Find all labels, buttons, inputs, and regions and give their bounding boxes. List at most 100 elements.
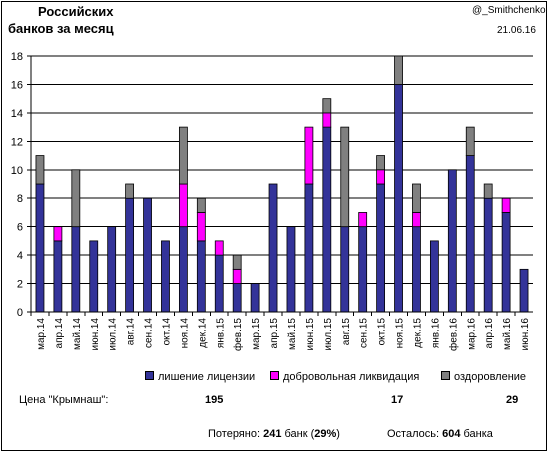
bar-segment (35, 155, 45, 185)
bar-segment (232, 254, 242, 270)
x-tick-label: ноя.14 (179, 318, 190, 349)
y-tick-label: 2 (17, 279, 23, 291)
bar-segment (214, 240, 224, 256)
lost-percent: 29% (314, 428, 337, 440)
x-tick-label: сен.14 (144, 318, 155, 348)
bar-segment (196, 197, 206, 213)
x-tick-label: апр.15 (269, 318, 280, 349)
bar-segment (465, 155, 475, 313)
remain-prefix: Осталось: (387, 428, 443, 440)
x-tick-label: янв.15 (215, 318, 226, 349)
bar-segment (53, 240, 63, 313)
y-tick-label: 12 (11, 136, 23, 148)
legend-swatch-voluntary (270, 371, 279, 380)
legend-label-sanation: оздоровление (454, 371, 527, 383)
x-tick-label: май.16 (502, 318, 513, 350)
lost-mid: банк ( (281, 428, 315, 440)
bar-segment (358, 212, 368, 228)
lost-suffix: ) (336, 428, 340, 440)
legend-item-voluntary: добровольная ликвидация (270, 371, 419, 383)
bar-segment (322, 126, 332, 313)
bar-segment (519, 268, 529, 313)
bar-segment (412, 183, 421, 213)
bar-segment (394, 84, 403, 313)
chart-title-line2: банков за месяц (8, 21, 114, 36)
x-tick-label: май.15 (287, 318, 298, 350)
bar-segment (447, 169, 457, 313)
bar-segment (286, 226, 296, 313)
gridlines (31, 55, 533, 285)
y-tick-label: 18 (11, 51, 23, 63)
price-value-revocation: 195 (205, 394, 224, 406)
bars (35, 55, 529, 313)
bar-segment (125, 197, 135, 313)
bar-segment (376, 169, 386, 185)
legend-label-voluntary: добровольная ликвидация (283, 371, 420, 383)
x-tick-label: янв.16 (430, 318, 441, 349)
bar-segment (196, 240, 206, 313)
legend-swatch-revocation (145, 371, 154, 380)
price-value-voluntary: 17 (391, 394, 404, 406)
bar-segment (178, 126, 188, 185)
legend-swatch-sanation (441, 371, 450, 380)
lost-count: 241 (263, 428, 282, 440)
bar-segment (35, 183, 45, 313)
lost-prefix: Потеряно: (208, 428, 264, 440)
y-tick-label: 10 (11, 165, 23, 177)
bar-segment (340, 226, 350, 313)
y-tick-label: 0 (17, 307, 23, 319)
bar-segment (322, 98, 332, 114)
bar-segment (376, 183, 386, 313)
lost-summary: Потеряно: 241 банк (29%) (208, 428, 340, 440)
bar-segment (376, 155, 386, 171)
bar-segment (340, 126, 350, 228)
bar-segment (465, 126, 475, 156)
y-tick-labels: 0 2 4 6 8 10 12 14 16 18 (11, 51, 23, 319)
x-tick-label: мар.15 (251, 318, 262, 350)
bar-segment (483, 197, 493, 313)
y-tick-label: 14 (11, 108, 23, 120)
price-value-sanation: 29 (506, 394, 519, 406)
y-tick-label: 4 (17, 250, 23, 262)
bar-segment (322, 112, 332, 128)
bar-segment (501, 197, 511, 213)
x-tick-label: ноя.15 (395, 318, 406, 349)
x-tick-label: июн.14 (90, 318, 101, 351)
x-tick-label: июл.15 (323, 318, 334, 351)
chart-date: 21.06.16 (497, 25, 536, 36)
x-tick-label: июл.14 (108, 318, 119, 351)
bar-segment (143, 197, 152, 313)
bar-segment (214, 254, 224, 313)
bar-segment (304, 126, 314, 185)
x-tick-label: фев.15 (232, 318, 244, 351)
bar-segment (483, 183, 493, 199)
legend-label-revocation: лишение лицензии (158, 371, 256, 383)
x-tick-label: окт.15 (377, 318, 388, 346)
x-tick-label: июн.15 (305, 318, 316, 351)
bar-segment (71, 169, 81, 228)
bar-segment (53, 226, 63, 242)
bar-segment (304, 183, 314, 313)
x-tick-label: апр.14 (54, 318, 65, 349)
bar-segment (358, 226, 368, 313)
remain-count: 604 (442, 428, 461, 440)
remaining-summary: Осталось: 604 банка (387, 428, 493, 440)
bar-segment (268, 183, 278, 313)
x-tick-label: апр.16 (484, 318, 495, 349)
bar-segment (196, 212, 206, 242)
x-tick-label: июн.16 (520, 318, 531, 351)
y-tick-label: 8 (17, 193, 23, 205)
bar-segment (71, 226, 81, 313)
bar-segment (250, 283, 260, 313)
author-handle: @_Smithchenko (472, 5, 546, 16)
bar-segment (429, 240, 439, 313)
x-tick-label: авг.14 (126, 318, 137, 346)
x-tick-label: авг.15 (341, 318, 352, 346)
x-tick-label: дек.15 (412, 318, 423, 348)
bar-segment (412, 212, 421, 228)
x-tick-label: дек.14 (197, 318, 208, 348)
bar-segment (89, 240, 99, 313)
bar-segment (394, 55, 403, 85)
bar-segment (107, 226, 117, 313)
